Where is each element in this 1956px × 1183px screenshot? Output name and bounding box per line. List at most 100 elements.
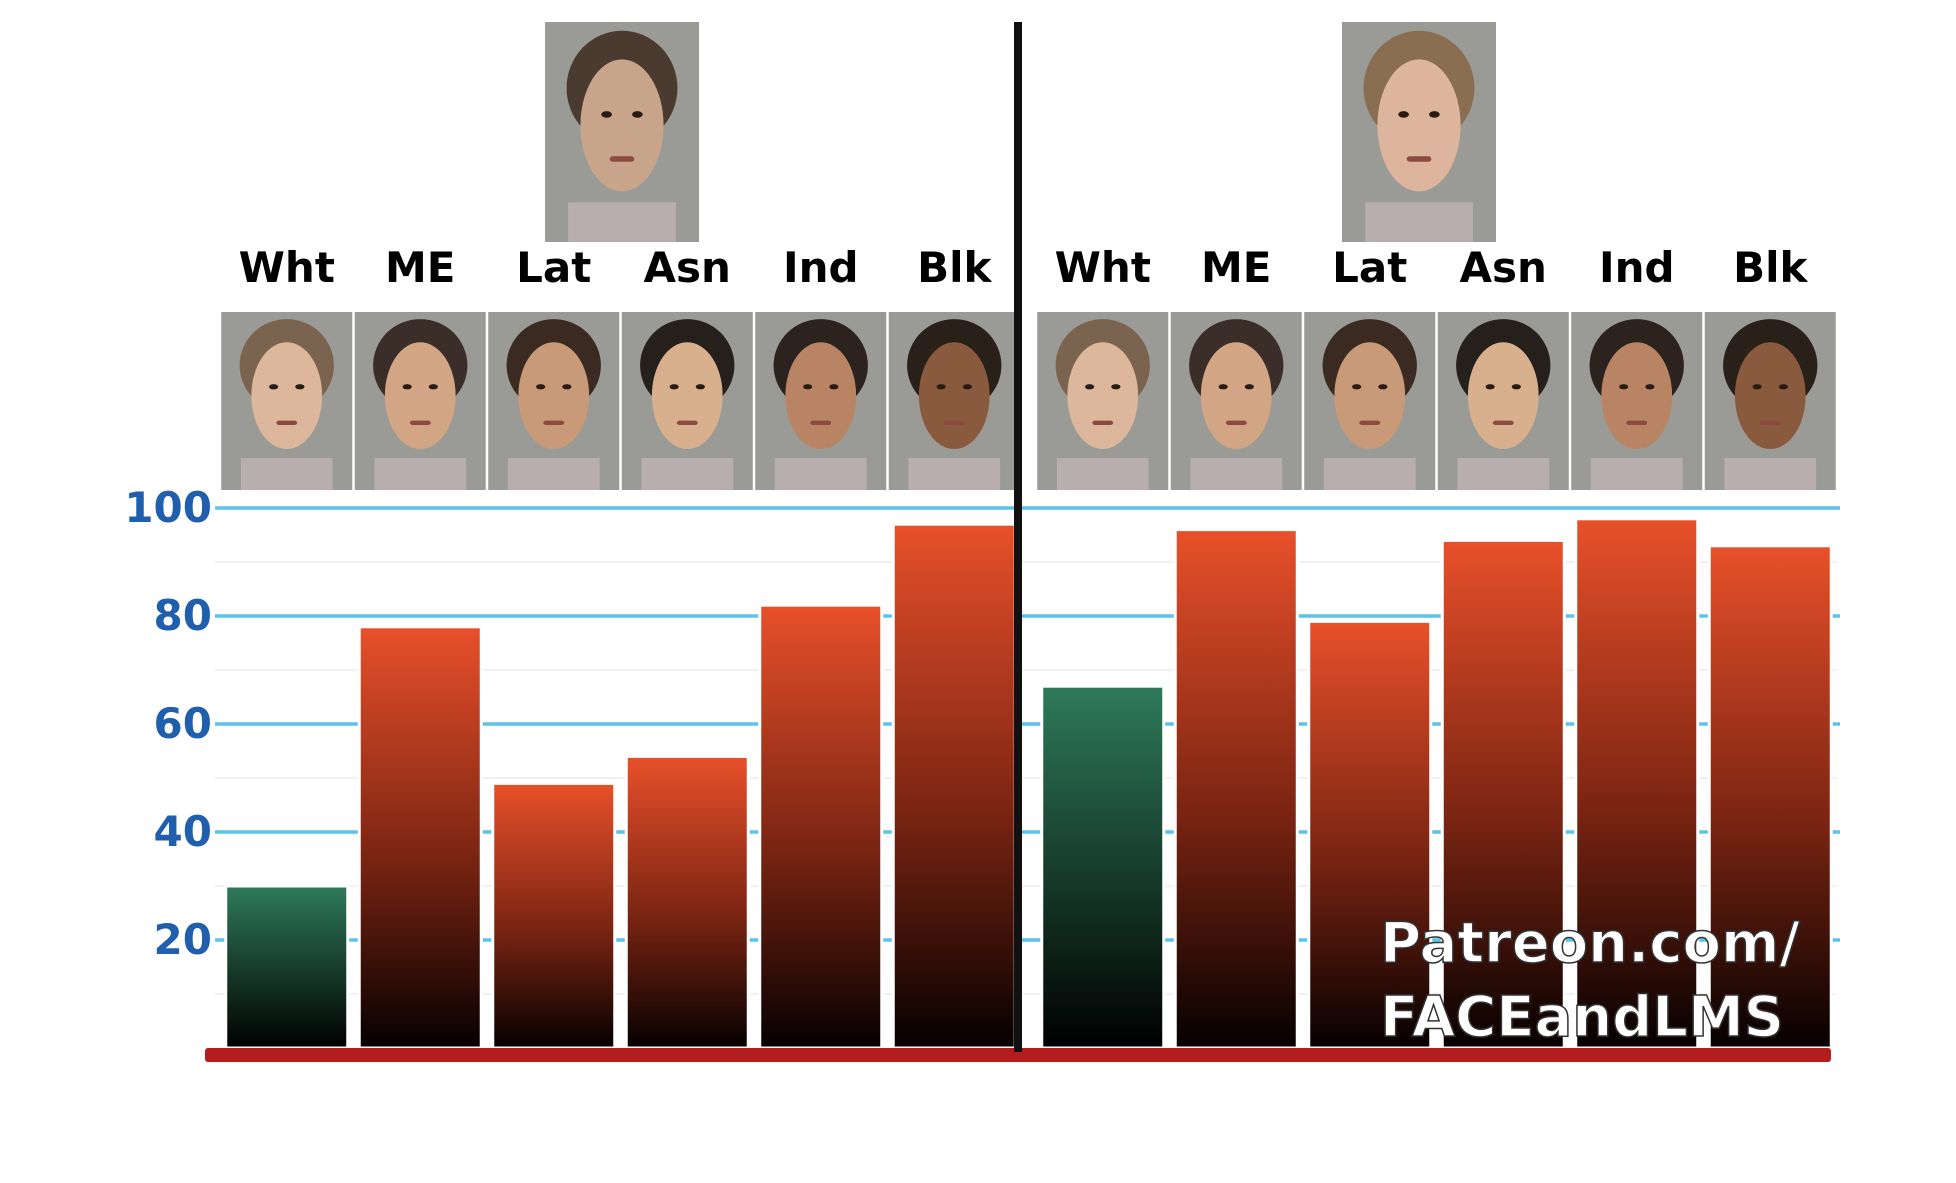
face-shape: [251, 342, 323, 450]
face-shape: [384, 342, 456, 450]
right-eye: [632, 111, 643, 118]
category-label: ME: [385, 243, 456, 292]
right-eye: [428, 384, 438, 390]
left-eye: [1485, 384, 1495, 390]
male-average-face: [545, 22, 699, 242]
faces-layer: [221, 22, 1836, 490]
shoulders: [507, 457, 600, 490]
right-eye: [1244, 384, 1254, 390]
female-average-face: [1342, 22, 1496, 242]
left-eye: [803, 384, 813, 390]
left-eye: [1352, 384, 1362, 390]
right-eye: [562, 384, 572, 390]
face-shape: [1467, 342, 1539, 450]
mouth: [1406, 156, 1432, 162]
right-eye: [695, 384, 705, 390]
category-label: ME: [1201, 243, 1272, 292]
shoulders: [1190, 457, 1283, 490]
male-indian-face: [1571, 312, 1703, 490]
right-eye: [295, 384, 305, 390]
bar-me: [357, 625, 483, 1050]
mouth: [543, 420, 565, 426]
labels-layer: Wht ME Lat Asn Ind Blk Wht ME Lat Asn Ind Blk: [239, 243, 1809, 292]
bar-ind: [758, 603, 884, 1050]
shoulders: [1365, 202, 1473, 242]
bar-lat: [1307, 619, 1433, 1050]
category-label: Asn: [644, 243, 731, 292]
shoulders: [1457, 457, 1550, 490]
male-latino-face: [1304, 312, 1436, 490]
mouth: [1626, 420, 1648, 426]
right-eye: [1778, 384, 1788, 390]
male-black-face: [1704, 312, 1836, 490]
right-eye: [962, 384, 972, 390]
shoulders: [1724, 457, 1817, 490]
mouth: [1092, 420, 1114, 426]
shoulders: [1590, 457, 1683, 490]
y-tick-label: 60: [154, 699, 212, 748]
shoulders: [374, 457, 467, 490]
left-eye: [669, 384, 679, 390]
mouth: [1492, 420, 1514, 426]
left-eye: [1752, 384, 1762, 390]
female-white-face: [221, 312, 353, 490]
face-shape: [1734, 342, 1806, 450]
shoulders: [774, 457, 867, 490]
male-middle-eastern-face: [1170, 312, 1302, 490]
bars-layer: [224, 517, 1833, 1050]
category-label: Blk: [917, 243, 992, 292]
male-white-face: [1037, 312, 1169, 490]
category-label: Blk: [1733, 243, 1808, 292]
watermark-line2: FACEandLMS: [1380, 985, 1784, 1050]
female-black-face: [888, 312, 1020, 490]
category-label: Ind: [783, 243, 859, 292]
y-tick-label: 40: [154, 807, 212, 856]
right-eye: [1378, 384, 1388, 390]
shoulders: [641, 457, 734, 490]
face-shape: [1334, 342, 1406, 450]
bar-wht: [1040, 684, 1166, 1050]
category-label: Lat: [516, 243, 591, 292]
y-tick-label: 20: [154, 915, 212, 964]
left-eye: [1218, 384, 1228, 390]
shoulders: [908, 457, 1001, 490]
bar-wht: [224, 884, 350, 1050]
female-asian-face: [621, 312, 753, 490]
female-latina-face: [488, 312, 620, 490]
mouth: [810, 420, 832, 426]
left-eye: [1619, 384, 1629, 390]
watermark-line1: Patreon.com/: [1380, 911, 1800, 976]
y-tick-label: 80: [154, 591, 212, 640]
right-eye: [1645, 384, 1655, 390]
right-eye: [1429, 111, 1440, 118]
face-shape: [518, 342, 590, 450]
bar-asn: [1440, 538, 1566, 1050]
mouth: [1225, 420, 1247, 426]
mouth: [943, 420, 965, 426]
bar-blk: [891, 522, 1017, 1050]
mouth: [409, 420, 431, 426]
category-label: Wht: [1055, 243, 1151, 292]
face-shape: [785, 342, 857, 450]
bar-me: [1173, 528, 1299, 1050]
mouth: [676, 420, 698, 426]
shoulders: [240, 457, 333, 490]
baseline: [205, 1048, 1831, 1062]
left-eye: [402, 384, 412, 390]
left-eye: [269, 384, 279, 390]
bar-ind: [1574, 517, 1700, 1050]
bar-lat: [491, 781, 617, 1050]
female-indian-face: [755, 312, 887, 490]
left-eye: [936, 384, 946, 390]
female-middle-eastern-face: [354, 312, 486, 490]
face-shape: [918, 342, 990, 450]
bar-asn: [624, 754, 750, 1050]
right-eye: [1511, 384, 1521, 390]
face-shape: [1377, 59, 1461, 192]
category-label: Wht: [239, 243, 335, 292]
mouth: [609, 156, 635, 162]
face-shape: [580, 59, 664, 192]
left-eye: [1398, 111, 1409, 118]
